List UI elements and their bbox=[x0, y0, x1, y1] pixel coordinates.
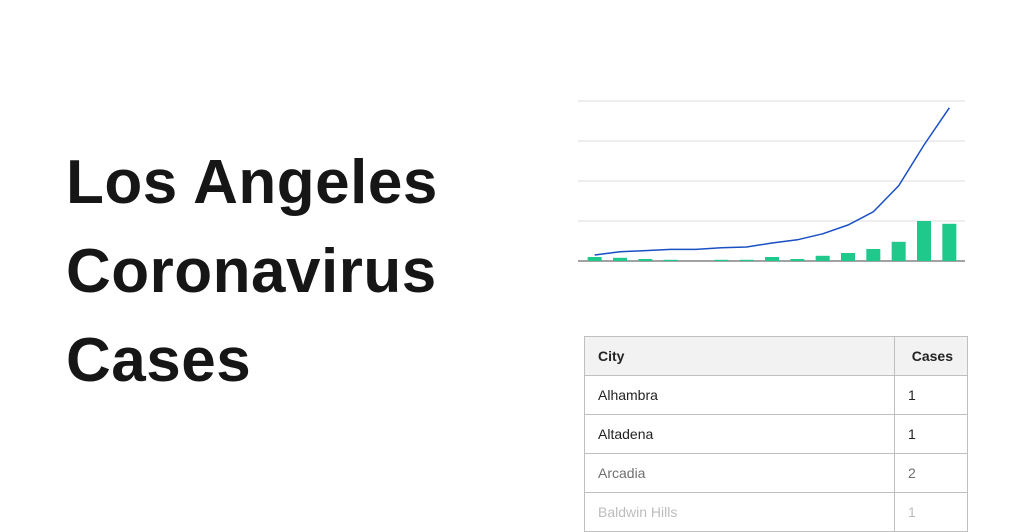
cell: Arcadia bbox=[584, 453, 895, 493]
column-header: Cases bbox=[894, 336, 968, 376]
chart bbox=[578, 100, 965, 262]
bar bbox=[638, 259, 653, 261]
cell: Alhambra bbox=[584, 375, 895, 415]
cell: 1 bbox=[894, 492, 968, 532]
cell: 1 bbox=[894, 375, 968, 415]
bar bbox=[613, 257, 627, 261]
table-row: Altadena 1 bbox=[584, 414, 968, 454]
cell: Baldwin Hills bbox=[584, 492, 895, 532]
title-line: Cases bbox=[66, 326, 252, 395]
bar bbox=[841, 253, 855, 261]
bar bbox=[714, 259, 729, 261]
table-row: Baldwin Hills 1 bbox=[584, 492, 968, 532]
bar bbox=[765, 257, 779, 261]
bar bbox=[739, 259, 754, 261]
city-table: City Cases Alhambra 1 Altadena 1 Arcadia 2 B… bbox=[584, 336, 968, 532]
bar bbox=[587, 257, 602, 261]
title-line: Coronavirus bbox=[66, 237, 437, 306]
page-title: Los Angeles Coronavirus Cases bbox=[66, 138, 438, 405]
bar bbox=[790, 259, 805, 261]
table-row: Alhambra 1 bbox=[584, 375, 968, 415]
cell: Altadena bbox=[584, 414, 895, 454]
bar bbox=[663, 259, 678, 261]
cell: 2 bbox=[894, 453, 968, 493]
bar bbox=[942, 223, 957, 261]
bar bbox=[917, 221, 931, 261]
title-line: Los Angeles bbox=[66, 148, 438, 217]
bar bbox=[866, 249, 881, 261]
bar bbox=[815, 255, 830, 261]
bar bbox=[891, 241, 906, 261]
cell: 1 bbox=[894, 414, 968, 454]
table-header: City Cases bbox=[584, 336, 968, 376]
line bbox=[594, 107, 950, 256]
table-row: Arcadia 2 bbox=[584, 453, 968, 493]
column-header: City bbox=[584, 336, 895, 376]
